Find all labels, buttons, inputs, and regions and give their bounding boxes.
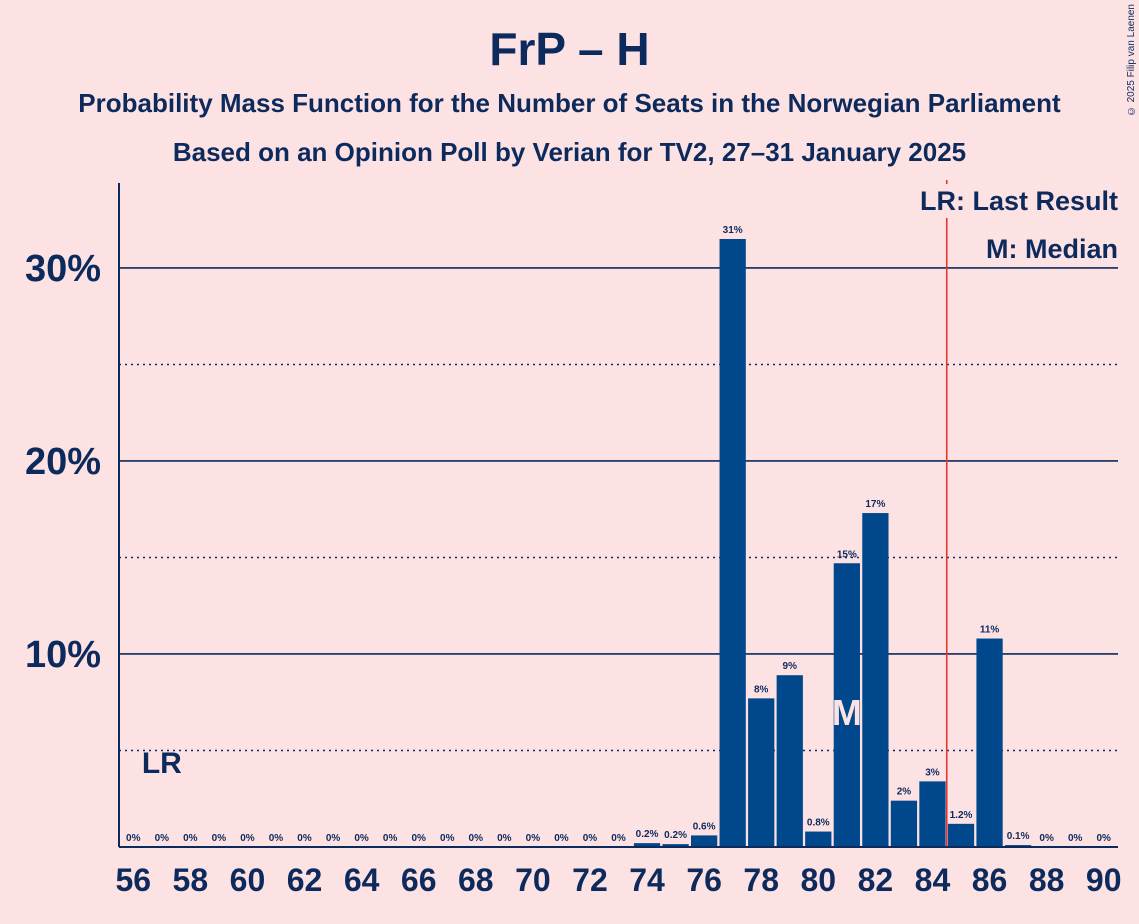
x-tick-label: 58	[173, 862, 209, 898]
data-label: 0.1%	[1007, 831, 1030, 842]
legend-background	[980, 232, 1120, 266]
legend-entry: M: Median	[980, 232, 1120, 266]
x-tick-label: 86	[972, 862, 1008, 898]
data-label: 2%	[897, 787, 912, 798]
x-tick-label: 72	[572, 862, 608, 898]
data-label: 3%	[925, 767, 940, 778]
x-tick-label: 70	[515, 862, 551, 898]
chart-source: Based on an Opinion Poll by Verian for T…	[172, 137, 967, 167]
data-labels: 0% 0% 0% 0% 0% 0% 0% 0% 0% 0% 0% 0% 0% 0% 0% 0% 0% 0% 0.2%…	[126, 225, 1111, 844]
data-label: 0%	[126, 833, 141, 844]
data-label: 11%	[980, 625, 1000, 636]
chart-subtitle: Probability Mass Function for the Number…	[78, 88, 1061, 118]
axes: 10% 20% 30% 56 58 60 62 64 66 68 70 72 74 76 78 80 82 84 8…	[25, 180, 1122, 898]
bar-seat-82	[862, 513, 889, 847]
data-label: 0%	[497, 833, 512, 844]
bar-seat-80	[805, 831, 832, 847]
data-label: 0%	[1068, 833, 1083, 844]
bar-seat-85	[947, 823, 975, 847]
bar-seat-77	[719, 238, 746, 847]
x-tick-label: 64	[344, 862, 380, 898]
chart-title: FrP – H	[489, 23, 650, 75]
bar-seat-75	[662, 844, 689, 847]
y-tick-label: 10%	[25, 634, 101, 676]
x-tick-label: 78	[743, 862, 779, 898]
data-label: 0.2%	[636, 829, 659, 840]
data-label: 0%	[240, 833, 255, 844]
data-label: 0.2%	[664, 830, 687, 841]
x-tick-label: 88	[1029, 862, 1065, 898]
legend-text: M: Median	[986, 234, 1118, 264]
y-tick-label: 20%	[25, 441, 101, 483]
data-label: 15%	[837, 549, 857, 560]
bar-seat-84	[919, 781, 946, 847]
x-tick-label: 66	[401, 862, 437, 898]
data-label: 0%	[1097, 833, 1112, 844]
data-label: 8%	[754, 684, 769, 695]
bar-seat-86	[976, 638, 1003, 847]
data-label: 0%	[440, 833, 455, 844]
data-label: 0.6%	[693, 821, 716, 832]
x-tick-label: 60	[230, 862, 266, 898]
y-tick-label: 30%	[25, 248, 101, 290]
legend-background	[913, 184, 1120, 218]
median-marker: M	[832, 692, 862, 733]
data-label: 0%	[326, 833, 341, 844]
x-tick-label: 80	[801, 862, 837, 898]
x-tick-label: 56	[115, 862, 151, 898]
bar-seat-83	[890, 800, 918, 847]
data-label: 17%	[865, 499, 885, 510]
data-label: 0%	[554, 833, 569, 844]
bar-seat-78	[748, 698, 775, 847]
legend-entry: LR: Last Result	[913, 184, 1120, 218]
bar-seat-76	[690, 835, 718, 847]
x-tick-label: 76	[686, 862, 722, 898]
data-label: 0%	[183, 833, 198, 844]
data-label: 0%	[354, 833, 369, 844]
data-label: 0%	[469, 833, 484, 844]
data-label: 1.2%	[950, 810, 973, 821]
data-label: 0%	[297, 833, 312, 844]
bars	[633, 238, 1032, 847]
x-tick-label: 68	[458, 862, 494, 898]
x-tick-label: 90	[1086, 862, 1122, 898]
x-tick-label: 62	[287, 862, 323, 898]
data-label: 0%	[269, 833, 284, 844]
data-label: 0%	[611, 833, 626, 844]
x-tick-label: 74	[629, 862, 665, 898]
legend-text: LR: Last Result	[920, 186, 1118, 216]
data-label: 0%	[383, 833, 398, 844]
last-result-marker: LR	[142, 747, 182, 780]
data-label: 0.8%	[807, 818, 830, 829]
bar-seat-81	[833, 563, 860, 847]
data-label: 0%	[212, 833, 227, 844]
gridlines	[119, 267, 1118, 752]
data-label: 0%	[526, 833, 541, 844]
data-label: 0%	[411, 833, 426, 844]
data-label: 0%	[1039, 833, 1054, 844]
data-label: 0%	[583, 833, 598, 844]
x-tick-label: 84	[915, 862, 951, 898]
x-tick-label: 82	[858, 862, 894, 898]
data-label: 9%	[783, 661, 798, 672]
legend: LR: Last Result M: Median	[913, 184, 1120, 266]
bar-seat-79	[776, 675, 803, 847]
bar-seat-74	[633, 843, 661, 847]
data-label: 0%	[155, 833, 170, 844]
data-label: 31%	[723, 225, 743, 236]
